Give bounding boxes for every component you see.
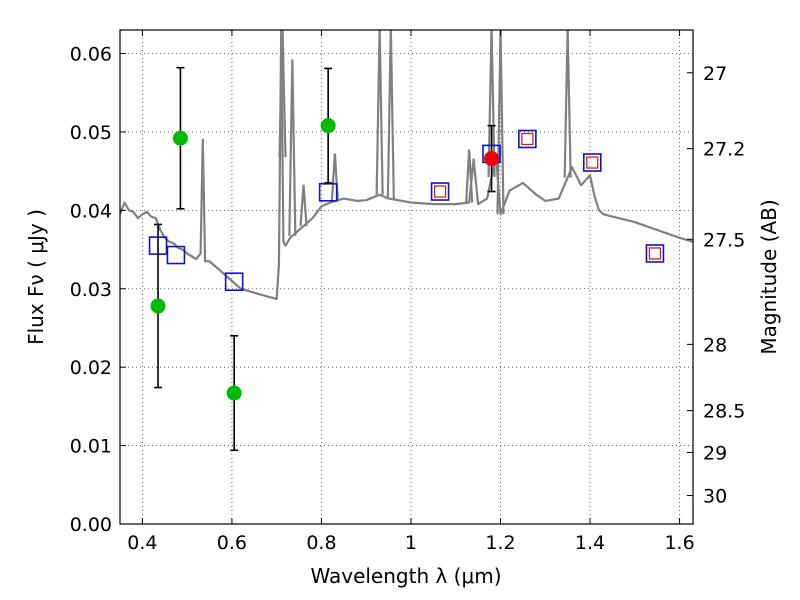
y2-tick-label: 30 [703, 486, 727, 508]
model-points-group [148, 129, 665, 292]
model-square-marker [518, 129, 537, 149]
emission-line [375, 30, 384, 195]
y-tick-label: 0.06 [70, 44, 112, 66]
emission-line [288, 59, 297, 236]
emission-line [465, 149, 474, 203]
observed-point [172, 130, 188, 146]
emission-line [299, 184, 308, 227]
y2-tick-label: 27.5 [703, 229, 745, 251]
ticks-group: 0.4 0.6 0.8 1 1.2 1.4 1.6 0.00 0.01 0.02 0.03 0.04 0… [70, 30, 745, 554]
y2-tick-label: 29 [703, 442, 727, 464]
y-tick-label: 0.01 [70, 436, 112, 458]
model-square-marker [645, 244, 665, 263]
x-tick-label: 1 [405, 532, 417, 554]
y-axis-label: Flux Fν ( μJy ) [24, 209, 48, 345]
x-axis-label: Wavelength λ (μm) [310, 564, 501, 588]
x-tick-label: 0.8 [306, 532, 336, 554]
template-spectrum-group [120, 30, 693, 301]
emission-line [487, 30, 496, 178]
model-square-marker [224, 272, 244, 292]
model-square-marker [166, 245, 186, 265]
model-inner-square-marker [586, 156, 599, 169]
observed-point [320, 118, 336, 134]
emission-line [496, 30, 505, 215]
y2-axis-label: Magnitude (AB) [757, 199, 781, 354]
y-tick-label: 0.00 [70, 514, 112, 536]
model-inner-square-marker [648, 247, 662, 260]
x-tick-label: 0.6 [217, 532, 247, 554]
detected-point [484, 151, 500, 167]
axes-frame [119, 29, 694, 525]
emission-line [563, 30, 572, 178]
x-tick-label: 1.6 [664, 532, 694, 554]
observed-points-group [150, 118, 500, 401]
y-tick-label: 0.03 [70, 279, 112, 301]
model-square-marker [318, 183, 338, 202]
observed-point [226, 385, 242, 401]
emission-line [386, 30, 395, 199]
model-inner-square-marker [433, 185, 447, 198]
x-tick-label: 1.2 [485, 532, 515, 554]
y2-tick-label: 27.2 [703, 139, 745, 161]
observed-point [150, 298, 166, 314]
y-tick-label: 0.05 [70, 122, 112, 144]
x-tick-label: 1.4 [575, 532, 605, 554]
y-tick-label: 0.04 [70, 200, 112, 222]
emission-line [278, 30, 287, 158]
y2-tick-label: 27 [703, 63, 727, 85]
y2-tick-label: 28.5 [703, 401, 745, 423]
y-tick-label: 0.02 [70, 357, 112, 379]
y2-tick-label: 28 [703, 334, 727, 356]
template-spectrum-line [120, 30, 693, 301]
model-square-marker [430, 182, 450, 201]
x-tick-label: 0.4 [127, 532, 157, 554]
model-inner-square-marker [521, 132, 534, 146]
model-square-marker [582, 153, 602, 172]
grid-lines [120, 30, 693, 525]
plot-frame [119, 29, 694, 525]
